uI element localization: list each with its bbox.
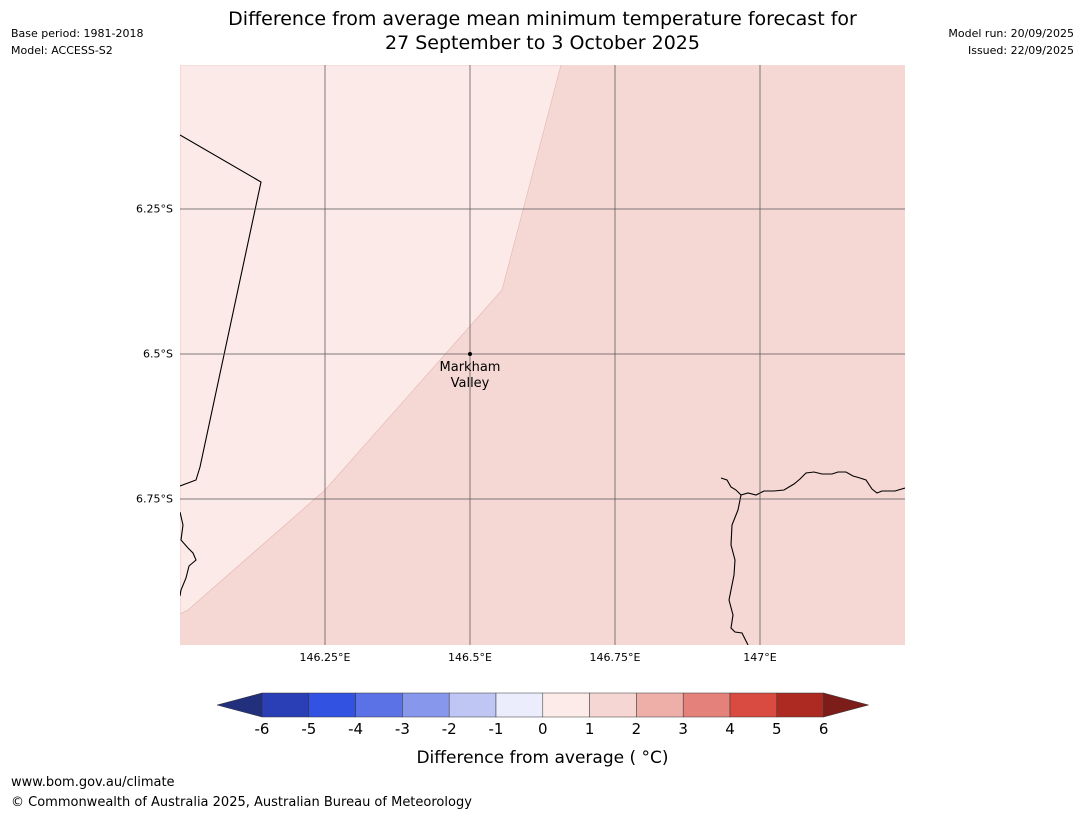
footer-copyright: © Commonwealth of Australia 2025, Austra… (11, 795, 472, 810)
colorbar-tick-label: 5 (772, 720, 782, 738)
lon-label-146-5e: 146.5°E (448, 651, 492, 664)
colorbar-swatch (589, 692, 637, 718)
place-name-line-1: Markham (439, 360, 501, 375)
metadata-right: Model run: 20/09/2025 Issued: 22/09/2025 (948, 25, 1074, 59)
colorbar-swatch (261, 692, 310, 718)
river-line (728, 494, 749, 645)
colorbar-tick-label: 4 (725, 720, 735, 738)
footer-url[interactable]: www.bom.gov.au/climate (11, 775, 175, 790)
lat-label-6-5s: 6.5°S (143, 347, 173, 361)
coastline-west (180, 134, 262, 487)
lat-label-6-75s: 6.75°S (136, 492, 173, 506)
lon-label-146-75e: 146.75°E (589, 651, 641, 664)
title-line-2: 27 September to 3 October 2025 (385, 32, 700, 54)
metadata-left: Base period: 1981-2018 Model: ACCESS-S2 (11, 25, 143, 59)
coastline-southwest (180, 511, 197, 597)
issued-text: Issued: 22/09/2025 (967, 44, 1074, 57)
colorbar-swatch (495, 692, 544, 718)
colorbar-tick-label: 3 (678, 720, 688, 738)
lat-label-6-25s: 6.25°S (136, 202, 173, 216)
model-run-text: Model run: 20/09/2025 (948, 27, 1074, 40)
colorbar-swatch (776, 692, 824, 718)
colorbar-tick-label: -2 (441, 720, 457, 738)
colorbar-tick-label: -6 (254, 720, 270, 738)
colorbar-tick-label: 1 (584, 720, 595, 738)
colorbar-extend-high (823, 692, 870, 718)
title-line-1: Difference from average mean minimum tem… (228, 8, 857, 30)
map-title: Difference from average mean minimum tem… (0, 7, 1085, 55)
colorbar-swatch (448, 692, 497, 718)
place-label-markham-valley: Markham Valley (440, 360, 501, 392)
place-name-line-2: Valley (450, 376, 490, 391)
base-period-text: Base period: 1981-2018 (11, 27, 144, 40)
colorbar-tick-label: -1 (488, 720, 504, 738)
colorbar-swatch (729, 692, 778, 718)
markham-valley-marker (468, 352, 472, 356)
colorbar-swatch (682, 692, 731, 718)
coastline-east (720, 471, 905, 496)
colorbar-swatch (402, 692, 450, 718)
model-text: Model: ACCESS-S2 (11, 44, 113, 57)
colorbar-swatch (355, 692, 403, 718)
colorbar-tick-label: -3 (394, 720, 410, 738)
colorbar (216, 692, 870, 718)
colorbar-tick-label: -4 (348, 720, 364, 738)
colorbar-tick-label: -5 (301, 720, 317, 738)
colorbar-extend-low (216, 692, 263, 718)
colorbar-tick-label: 2 (631, 720, 642, 738)
colorbar-swatch (542, 692, 590, 718)
colorbar-title: Difference from average ( °C) (416, 748, 669, 768)
lon-label-146-25e: 146.25°E (299, 651, 351, 664)
colorbar-tick-label: 6 (818, 720, 829, 738)
lon-label-147e: 147°E (743, 651, 777, 664)
colorbar-swatch (308, 692, 356, 718)
colorbar-tick-label: 0 (538, 720, 548, 738)
colorbar-swatch (636, 692, 684, 718)
